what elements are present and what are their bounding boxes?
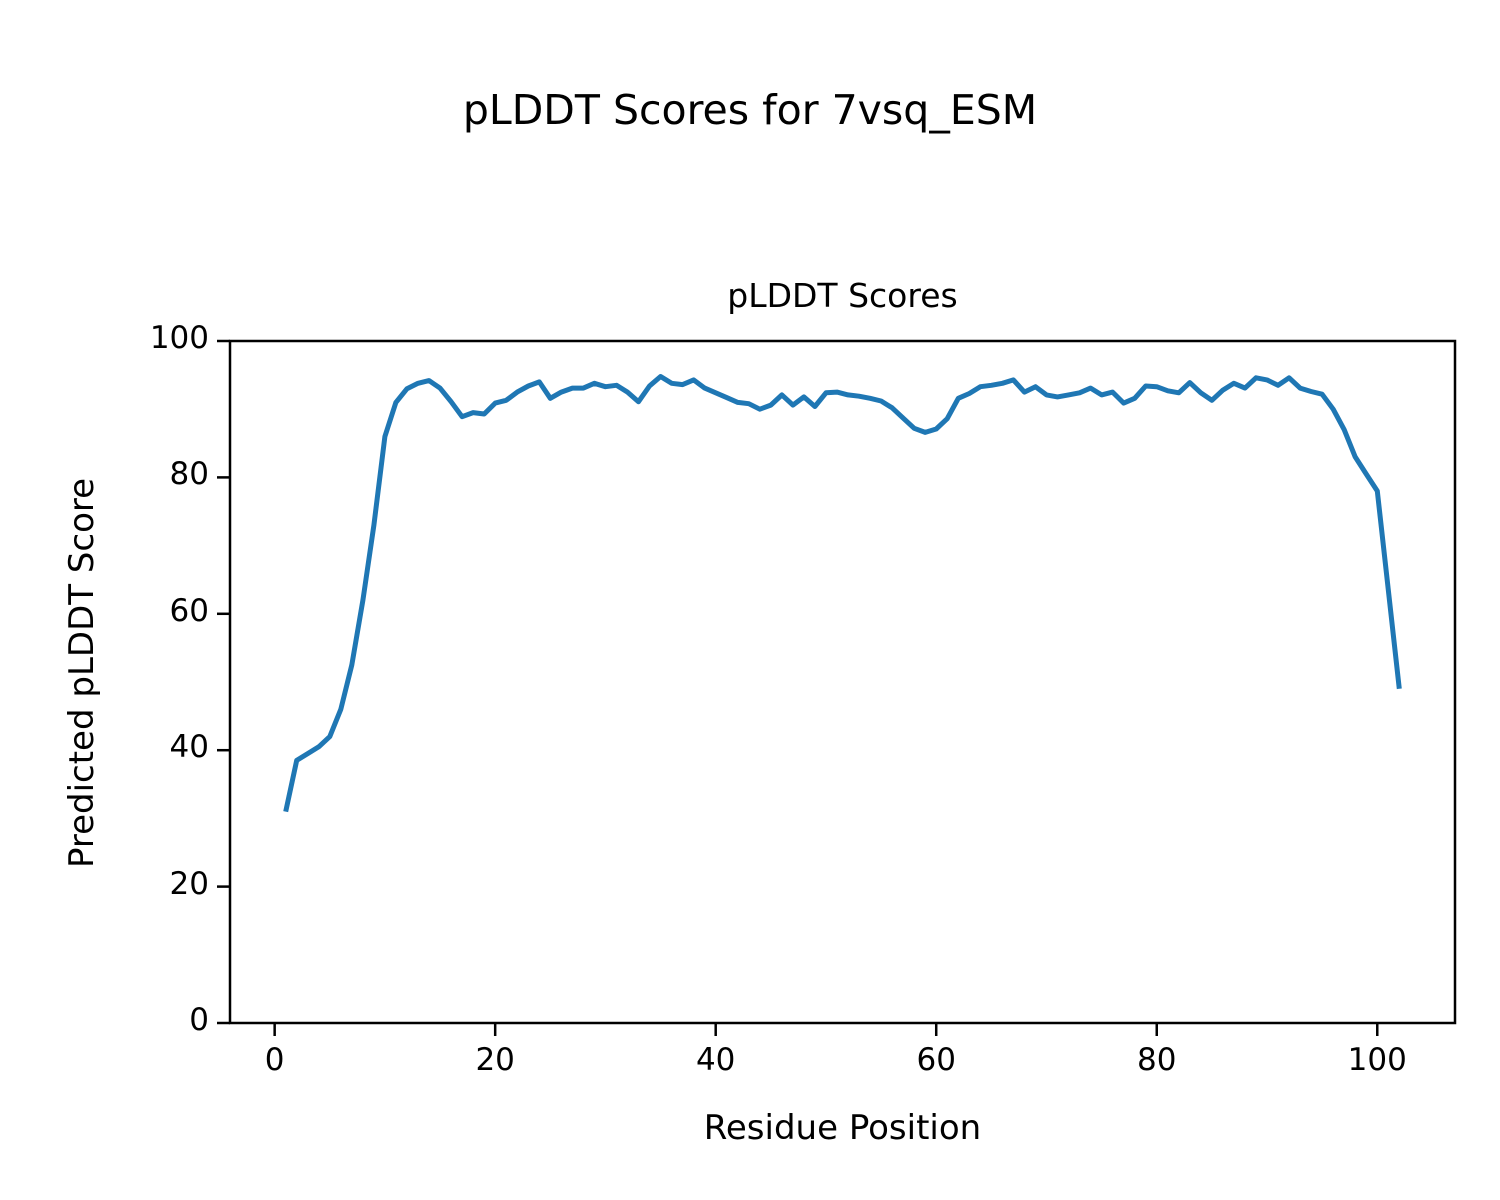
y-tick-label: 80 (169, 456, 209, 493)
figure-title: pLDDT Scores for 7vsq_ESM (462, 86, 1038, 134)
x-tick-label: 60 (916, 1042, 956, 1078)
x-tick-marks (273, 1023, 1379, 1036)
y-axis-label: Predicted pLDDT Score (62, 477, 102, 869)
y-tick-label: 20 (169, 865, 209, 902)
y-tick-label: 60 (169, 592, 209, 629)
axes-frame (228, 339, 1457, 1025)
x-tick-label: 20 (475, 1042, 515, 1078)
y-tick-label: 40 (169, 729, 209, 766)
plddt-line-series (283, 374, 1402, 813)
x-axis-label: Residue Position (703, 1108, 982, 1148)
y-tick-marks (217, 339, 230, 1025)
y-tick-label: 100 (149, 320, 209, 356)
x-tick-label: 0 (264, 1042, 285, 1078)
x-tick-label: 40 (695, 1042, 736, 1078)
x-tick-label: 100 (1347, 1042, 1407, 1078)
y-tick-label: 0 (189, 1002, 209, 1038)
axes-title: pLDDT Scores (727, 276, 958, 315)
x-tick-label: 80 (1137, 1042, 1177, 1078)
